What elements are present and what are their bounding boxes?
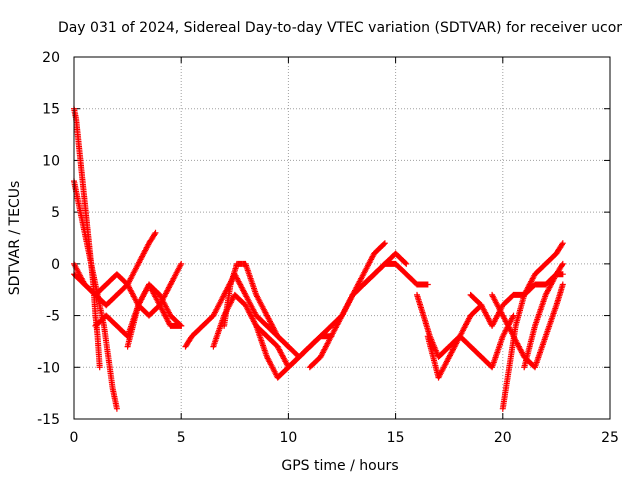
series-points <box>499 240 566 412</box>
series-points <box>414 291 517 371</box>
chart-title: Day 031 of 2024, Sidereal Day-to-day VTE… <box>58 20 622 36</box>
y-tick-label: 10 <box>42 153 60 169</box>
x-tick-label: 25 <box>601 430 619 446</box>
series-track-13 <box>414 291 517 371</box>
y-tick-label: -10 <box>37 360 60 376</box>
series-track-9 <box>221 260 292 350</box>
series-points <box>124 281 185 350</box>
series-track-14 <box>424 302 485 381</box>
x-tick-label: 5 <box>177 430 186 446</box>
series-points <box>521 271 566 371</box>
series-points <box>221 260 292 350</box>
y-axis-label: SDTVAR / TECUs <box>7 181 23 296</box>
x-tick-label: 20 <box>494 430 512 446</box>
x-tick-label: 15 <box>387 430 405 446</box>
y-tick-label: 5 <box>51 205 60 221</box>
x-tick-label: 10 <box>279 430 297 446</box>
series-points <box>339 260 431 319</box>
series-points <box>306 250 410 371</box>
tick-labels: 0 5 10 15 20 25 -15 -10 -5 0 5 10 15 20 <box>37 50 619 446</box>
data-marks <box>71 105 566 412</box>
y-tick-label: -15 <box>37 412 60 428</box>
y-tick-label: -5 <box>46 309 60 325</box>
series-track-11 <box>306 250 410 371</box>
series-track-17 <box>499 240 566 412</box>
x-tick-label: 0 <box>70 430 79 446</box>
y-tick-label: 0 <box>51 257 60 273</box>
x-axis-label: GPS time / hours <box>281 458 398 474</box>
series-track-6 <box>124 281 185 350</box>
plot-frame <box>73 56 611 420</box>
series-track-18 <box>521 271 566 371</box>
y-tick-label: 15 <box>42 102 60 118</box>
y-tick-label: 20 <box>42 50 60 66</box>
series-points <box>424 302 485 381</box>
series-track-12 <box>339 260 431 319</box>
